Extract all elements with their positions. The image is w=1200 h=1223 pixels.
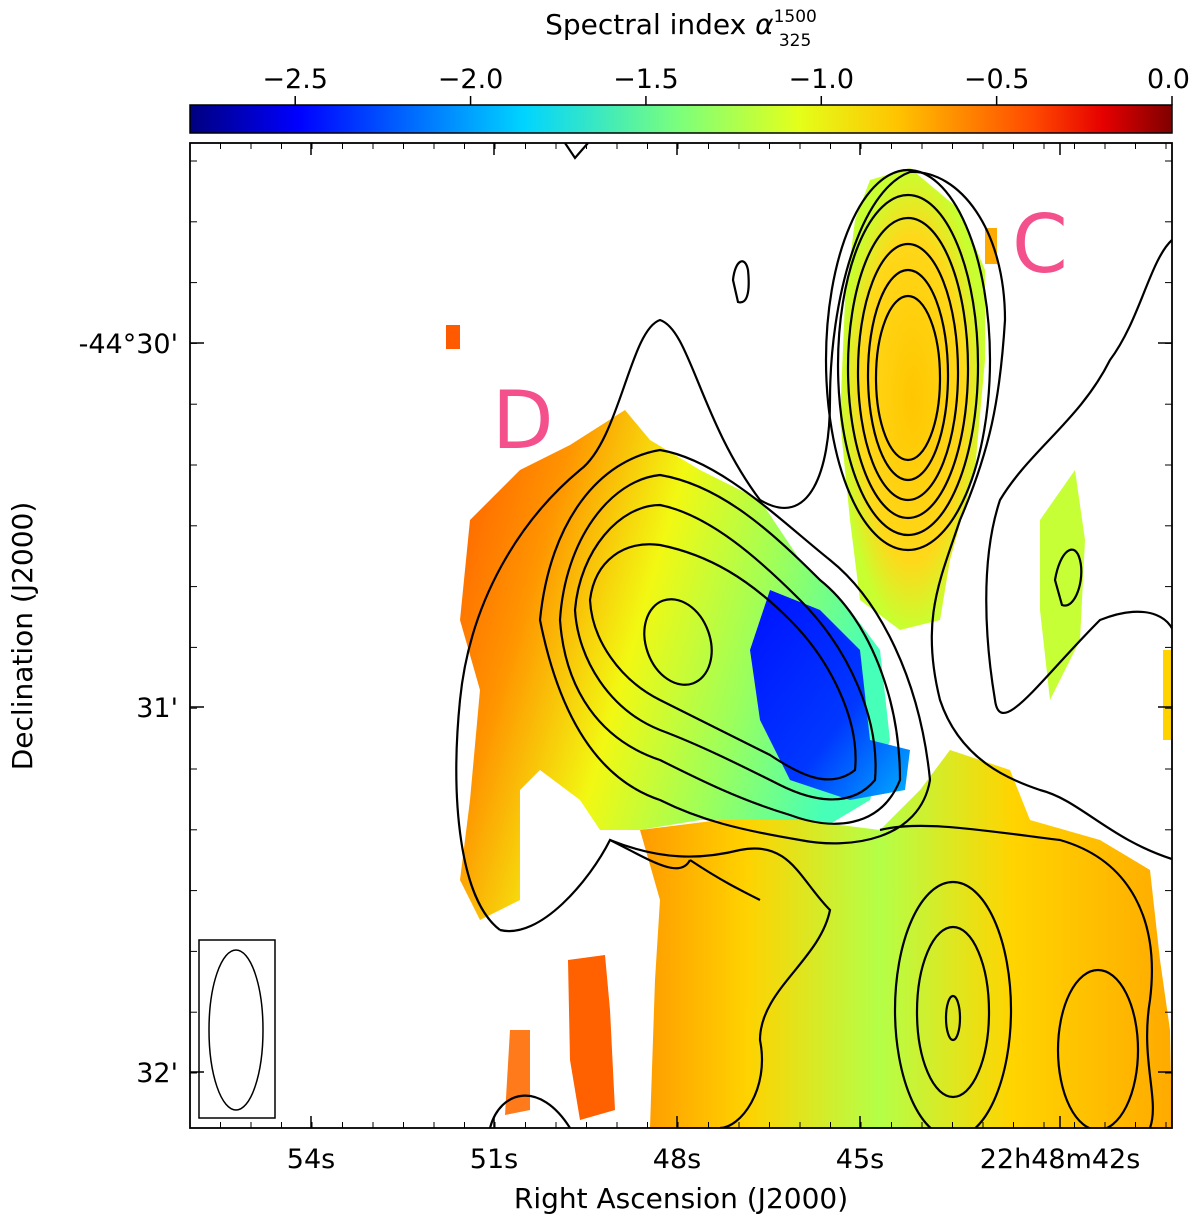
x-tick-label: 54s [287,1144,335,1175]
region-label-d: D [492,374,554,467]
contour-east-small [1053,548,1083,607]
contour-d-4 [588,543,857,781]
contour-c-3 [846,216,970,520]
isolated-pixel-3 [1163,650,1172,740]
contour-c-4 [856,242,960,502]
region-label-c: C [1012,198,1068,291]
x-tick-label: 51s [470,1144,518,1175]
contour-south-1 [609,838,832,1128]
steep-spectrum-patch [750,590,910,800]
y-tick-label: 32' [136,1058,178,1089]
contour-c-5 [866,268,950,482]
x-tick-label: 48s [653,1144,701,1175]
colorbar-gradient [189,104,1173,134]
colorbar-tick-label: −2.0 [438,64,504,95]
colorbar: −2.5 −2.0 −1.5 −1.0 −0.5 0.0 Spectral index α… [189,7,1190,134]
y-axis-label: Declination (J2000) [6,502,39,771]
x-axis-ticks: 54s 51s 48s 45s 22h48m42s [189,143,1167,1175]
contour-south-envelope [879,824,1154,1128]
x-tick-label: 45s [836,1144,884,1175]
colorbar-tick-label: −1.0 [789,64,855,95]
western-strip-pixels [568,955,615,1120]
contour-outer-d [455,170,1172,931]
contour-small-north [731,260,750,304]
contour-c-6 [874,294,942,462]
contour-d-3 [573,503,877,801]
contour-south-peak-3 [944,994,962,1042]
region-d-pixels [460,410,890,920]
plot-frame [189,142,1173,1129]
colorbar-tick-label: −0.5 [964,64,1030,95]
eastern-patch-pixels [1040,470,1085,700]
contour-top-notch [564,143,589,160]
colorbar-ticks: −2.5 −2.0 −1.5 −1.0 −0.5 0.0 [262,64,1190,105]
spectral-index-map: C D [190,143,1172,1128]
contour-south-peak-4 [1056,968,1140,1128]
beam-ellipse [208,949,264,1111]
colorbar-tick-label: −1.5 [613,64,679,95]
contour-south-peak-2 [915,925,991,1099]
colorbar-tick-label: −2.5 [262,64,328,95]
contour-c-1 [824,168,992,552]
x-tick-label: 22h48m42s [980,1144,1141,1175]
contour-d-peak [643,598,713,686]
contour-c-2 [836,193,980,537]
southern-emission-pixels [640,750,1172,1128]
x-axis-label: Right Ascension (J2000) [514,1182,848,1215]
contour-east-arc [985,239,1172,714]
beam-inset [198,939,276,1119]
contour-south-peak-1 [893,880,1013,1128]
y-tick-label: -44°30' [79,329,178,360]
western-dot-pixels [505,1030,530,1115]
colorbar-label: Spectral index α1500 325 [545,7,817,51]
isolated-pixel-1 [446,325,460,349]
y-tick-label: 31' [136,693,178,724]
contour-south-2 [689,859,761,901]
contours [455,143,1172,1128]
colorbar-tick-label: 0.0 [1147,64,1190,95]
region-c-pixels [840,168,985,630]
y-axis-ticks: -44°30' 31' 32' [79,160,1172,1089]
contour-d-2 [558,473,902,825]
contour-d-1 [538,448,932,845]
contour-outer-d-west [499,838,691,933]
isolated-pixel-2 [985,228,997,264]
